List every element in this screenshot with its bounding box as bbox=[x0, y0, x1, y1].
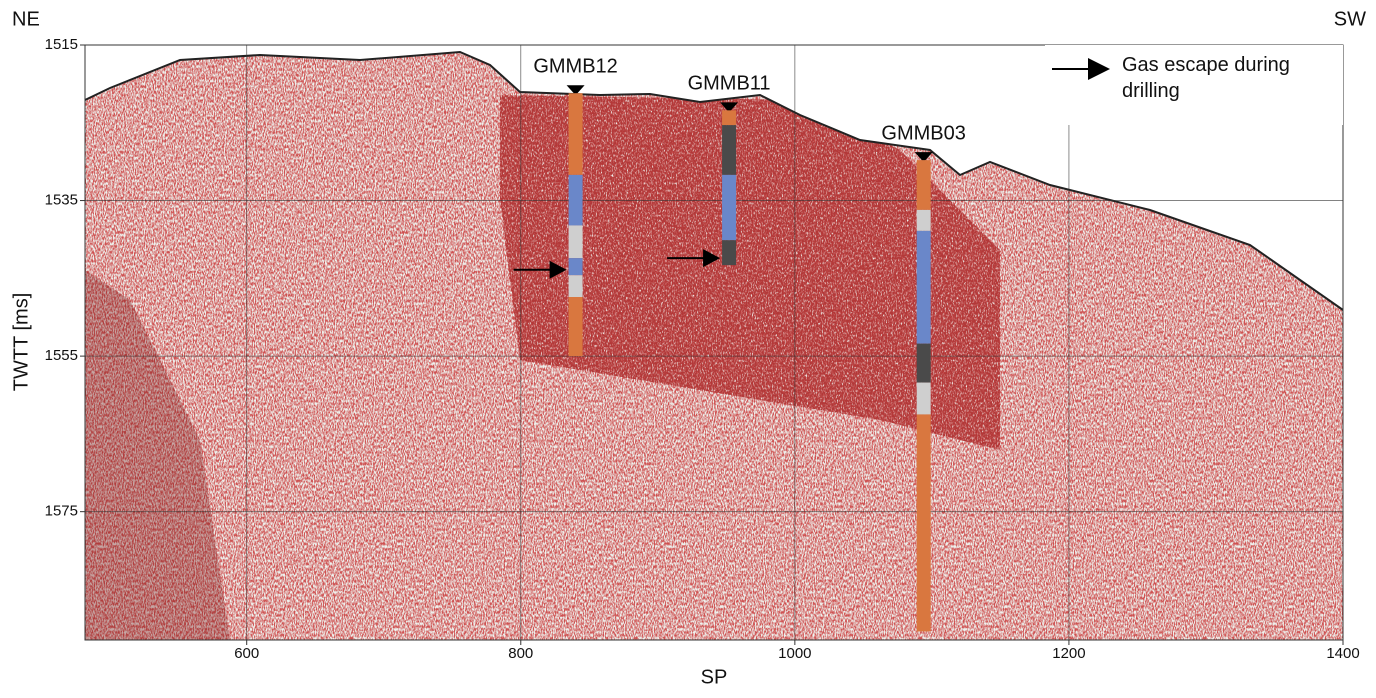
borehole-label: GMMB03 bbox=[881, 122, 965, 144]
borehole-label: GMMB11 bbox=[688, 73, 771, 95]
borehole-label: GMMB12 bbox=[533, 56, 617, 78]
lithology-interval bbox=[568, 258, 583, 276]
lithology-interval bbox=[916, 382, 931, 415]
y-tick-label: 1515 bbox=[45, 36, 78, 53]
lithology-interval bbox=[722, 125, 737, 175]
right-direction: SW bbox=[1334, 8, 1366, 30]
lithology-interval bbox=[916, 414, 931, 632]
lithology-interval bbox=[916, 209, 931, 231]
lithology-interval bbox=[916, 160, 931, 210]
x-tick-label: 1200 bbox=[1052, 645, 1085, 662]
lithology-interval bbox=[568, 225, 583, 259]
x-axis-title: SP bbox=[701, 666, 728, 688]
left-direction: NE bbox=[12, 8, 40, 30]
y-tick-label: 1555 bbox=[45, 347, 78, 364]
x-tick-label: 1000 bbox=[778, 645, 811, 662]
x-tick-label: 600 bbox=[234, 645, 259, 662]
lithology-interval bbox=[568, 93, 583, 175]
y-tick-label: 1575 bbox=[45, 503, 78, 520]
lithology-interval bbox=[568, 275, 583, 297]
lithology-interval bbox=[722, 240, 737, 266]
legend-arrow-head bbox=[1088, 58, 1110, 80]
seafloor bbox=[84, 50, 1344, 311]
y-tick-label: 1535 bbox=[45, 192, 78, 209]
lithology-interval bbox=[568, 297, 583, 357]
borehole-marker bbox=[566, 85, 585, 96]
frame bbox=[84, 44, 1344, 641]
lithology-interval bbox=[722, 110, 737, 126]
lithology-interval bbox=[722, 174, 737, 241]
x-tick-label: 1400 bbox=[1326, 645, 1359, 662]
legend-box bbox=[1045, 45, 1343, 125]
borehole-marker bbox=[720, 102, 739, 113]
y-axis-title: TWTT [ms] bbox=[10, 293, 32, 392]
gas-escape-arrow-head bbox=[703, 249, 721, 268]
gas-escape-arrow-head bbox=[549, 260, 567, 279]
lithology-interval bbox=[916, 230, 931, 344]
lithology-interval bbox=[568, 174, 583, 226]
x-tick-label: 800 bbox=[508, 645, 533, 662]
borehole-marker bbox=[914, 152, 933, 163]
lithology-interval bbox=[916, 343, 931, 383]
legend-text: Gas escape during drilling bbox=[1122, 54, 1290, 102]
